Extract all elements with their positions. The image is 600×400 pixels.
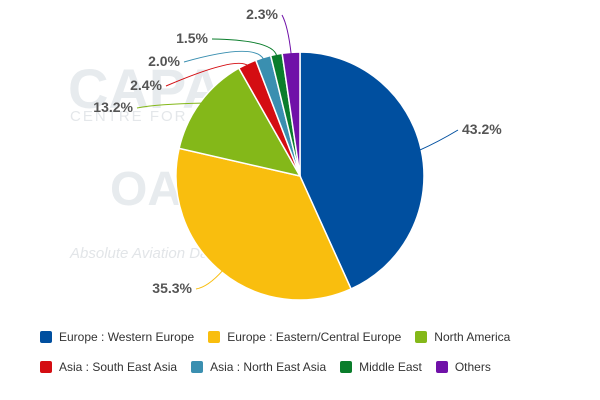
pie-chart: CAPA CENTRE FOR OAG Absolute Aviation Da… — [68, 6, 502, 301]
data-label: 35.3% — [152, 280, 192, 296]
data-label: 2.0% — [148, 53, 180, 69]
pie-slice-north-america[interactable] — [178, 67, 302, 178]
pie-slices — [175, 51, 425, 301]
leader-line — [281, 14, 292, 55]
legend-label: North America — [434, 330, 511, 344]
data-label: 2.4% — [130, 77, 162, 93]
watermark-tagline: Absolute Aviation Data — [69, 245, 221, 262]
legend-swatch — [191, 361, 204, 373]
leader-line — [136, 102, 203, 109]
legend-swatch — [340, 361, 353, 373]
legend-row-1: Europe : Western Europe Europe : Eastern… — [40, 322, 596, 352]
data-label: 13.2% — [93, 99, 133, 115]
leader-line — [195, 270, 224, 290]
watermark-brand-sub: CENTRE FOR — [70, 108, 188, 125]
legend-label: Asia : South East Asia — [59, 360, 178, 374]
legend-item-south-east-asia[interactable]: Asia : South East Asia — [40, 360, 177, 374]
legend-item-north-america[interactable]: North America — [415, 330, 510, 344]
leader-line — [165, 62, 249, 87]
legend-swatch — [208, 331, 221, 343]
legend: Europe : Western Europe Europe : Eastern… — [40, 322, 596, 392]
legend-swatch — [415, 331, 428, 343]
legend-item-north-east-asia[interactable]: Asia : North East Asia — [191, 360, 326, 374]
legend-label: Asia : North East Asia — [210, 360, 327, 374]
legend-label: Middle East — [359, 360, 422, 374]
leader-lines — [136, 14, 459, 290]
legend-label: Others — [454, 360, 491, 374]
data-label: 43.2% — [462, 121, 502, 137]
data-label: 2.3% — [246, 6, 278, 22]
legend-row-2: Asia : South East Asia Asia : North East… — [40, 352, 596, 382]
legend-swatch — [40, 361, 52, 373]
legend-item-middle-east[interactable]: Middle East — [340, 360, 422, 374]
legend-label: Europe : Eastern/Central Europe — [227, 330, 402, 344]
legend-swatch — [435, 361, 448, 373]
watermark: CAPA CENTRE FOR OAG Absolute Aviation Da… — [68, 57, 223, 262]
legend-item-eastern-central-europe[interactable]: Europe : Eastern/Central Europe — [208, 330, 401, 344]
legend-item-others[interactable]: Others — [435, 360, 491, 374]
data-labels: 43.2% 35.3% 13.2% 2.4% 2.0% 1.5% 2.3% — [93, 6, 502, 296]
legend-label: Europe : Western Europe — [59, 330, 195, 344]
leader-line — [183, 50, 265, 63]
leader-line — [419, 129, 459, 151]
data-label: 1.5% — [176, 30, 208, 46]
legend-swatch — [40, 331, 52, 343]
legend-item-western-europe[interactable]: Europe : Western Europe — [40, 330, 194, 344]
leader-line — [211, 38, 278, 57]
